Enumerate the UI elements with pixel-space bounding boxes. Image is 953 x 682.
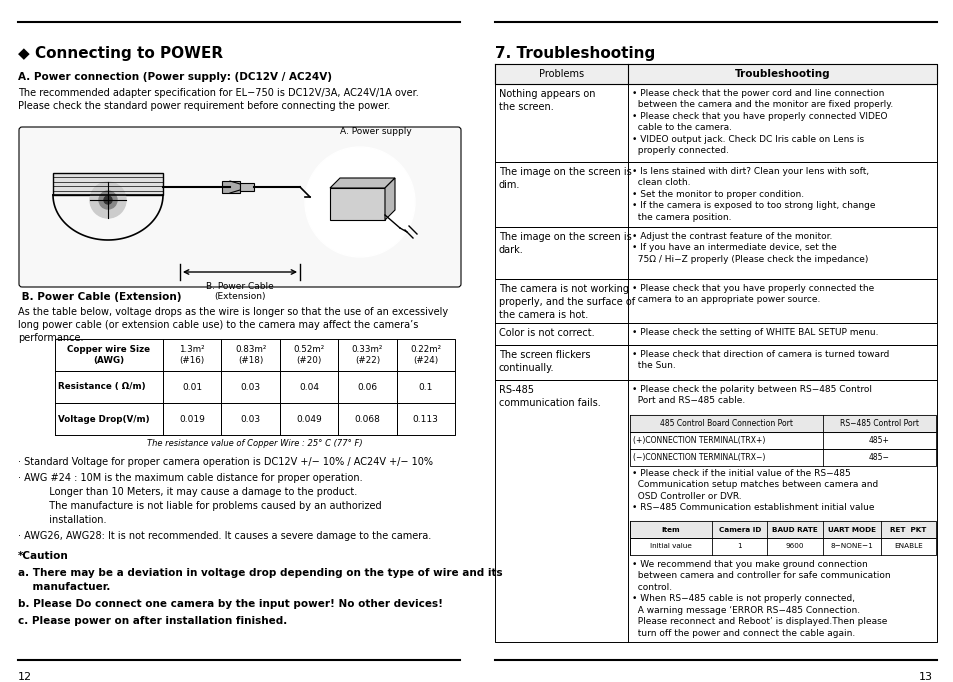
Text: The camera is not working
properly, and the surface of
the camera is hot.: The camera is not working properly, and … [498, 284, 635, 320]
Text: Camera ID: Camera ID [718, 527, 760, 533]
Text: • Please check that you have properly connected the
  camera to an appropriate p: • Please check that you have properly co… [631, 284, 873, 304]
Text: 0.22m²
(#24): 0.22m² (#24) [410, 345, 441, 365]
Polygon shape [385, 178, 395, 220]
Text: (+)CONNECTION TERMINAL(TRX+): (+)CONNECTION TERMINAL(TRX+) [632, 436, 764, 445]
Text: (−)CONNECTION TERMINAL(TRX−): (−)CONNECTION TERMINAL(TRX−) [632, 453, 764, 462]
Text: Nothing appears on
the screen.: Nothing appears on the screen. [498, 89, 595, 112]
Text: The image on the screen is
dim.: The image on the screen is dim. [498, 167, 631, 190]
Text: Problems: Problems [538, 69, 583, 79]
Text: • Please check the setting of WHITE BAL SETUP menu.: • Please check the setting of WHITE BAL … [631, 328, 877, 337]
Text: 7. Troubleshooting: 7. Troubleshooting [495, 46, 655, 61]
Text: • Please check that direction of camera is turned toward
  the Sun.: • Please check that direction of camera … [631, 350, 888, 370]
Text: 485−: 485− [868, 453, 889, 462]
Text: As the table below, voltage drops as the wire is longer so that the use of an ex: As the table below, voltage drops as the… [18, 307, 448, 344]
Text: 0.01: 0.01 [182, 383, 202, 391]
Text: 0.04: 0.04 [298, 383, 318, 391]
Text: 0.019: 0.019 [179, 415, 205, 424]
Text: UART MODE: UART MODE [827, 527, 875, 533]
Text: 0.113: 0.113 [413, 415, 438, 424]
Text: ◆ Connecting to POWER: ◆ Connecting to POWER [18, 46, 223, 61]
FancyBboxPatch shape [19, 127, 460, 287]
Text: The screen flickers
continually.: The screen flickers continually. [498, 350, 590, 373]
Text: 0.049: 0.049 [295, 415, 321, 424]
Text: 485+: 485+ [868, 436, 889, 445]
Text: RS−485 Control Port: RS−485 Control Port [839, 419, 918, 428]
Text: The manufacture is not liable for problems caused by an authorized: The manufacture is not liable for proble… [18, 501, 381, 511]
Text: • We recommend that you make ground connection
  between camera and controller f: • We recommend that you make ground conn… [631, 560, 889, 638]
Text: 9600: 9600 [785, 544, 803, 550]
Text: B. Power Cable (Extension): B. Power Cable (Extension) [18, 292, 181, 302]
Text: 13: 13 [918, 672, 932, 682]
Text: 0.03: 0.03 [240, 383, 260, 391]
Text: a. There may be a deviation in voltage drop depending on the type of wire and it: a. There may be a deviation in voltage d… [18, 568, 502, 578]
Text: 0.1: 0.1 [418, 383, 433, 391]
Text: • Please check the polarity between RS−485 Control
  Port and RS−485 cable.: • Please check the polarity between RS−4… [631, 385, 871, 406]
Text: 0.068: 0.068 [355, 415, 380, 424]
Circle shape [305, 147, 415, 257]
Text: RET  PKT: RET PKT [889, 527, 925, 533]
Text: 0.33m²
(#22): 0.33m² (#22) [352, 345, 383, 365]
Text: BAUD RATE: BAUD RATE [771, 527, 817, 533]
Text: The image on the screen is
dark.: The image on the screen is dark. [498, 232, 631, 255]
Text: 12: 12 [18, 672, 32, 682]
Text: 485 Control Board Connection Port: 485 Control Board Connection Port [659, 419, 792, 428]
Text: • Is lens stained with dirt? Clean your lens with soft,
  clean cloth.
• Set the: • Is lens stained with dirt? Clean your … [631, 167, 874, 222]
Text: A. Power supply: A. Power supply [339, 127, 412, 136]
Text: • Please check if the initial value of the RS−485
  Communication setup matches : • Please check if the initial value of t… [631, 469, 877, 512]
Text: 8−NONE−1: 8−NONE−1 [829, 544, 872, 550]
Text: b. Please Do connect one camera by the input power! No other devices!: b. Please Do connect one camera by the i… [18, 599, 442, 609]
Text: The resistance value of Copper Wire : 25° C (77° F): The resistance value of Copper Wire : 25… [147, 439, 362, 448]
Text: Copper wire Size
(AWG): Copper wire Size (AWG) [68, 345, 151, 365]
Text: Initial value: Initial value [649, 544, 691, 550]
Text: Voltage Drop(V/m): Voltage Drop(V/m) [58, 415, 150, 424]
Circle shape [99, 191, 117, 209]
Polygon shape [330, 178, 395, 188]
Text: 1.3m²
(#16): 1.3m² (#16) [179, 345, 205, 365]
Bar [240, 183, 253, 191]
Circle shape [104, 196, 112, 204]
Text: · AWG #24 : 10M is the maximum cable distance for proper operation.: · AWG #24 : 10M is the maximum cable dis… [18, 473, 362, 483]
Text: · AWG26, AWG28: It is not recommended. It causes a severe damage to the camera.: · AWG26, AWG28: It is not recommended. I… [18, 531, 431, 541]
Text: A. Power connection (Power supply: (DC12V / AC24V): A. Power connection (Power supply: (DC12… [18, 72, 332, 82]
Text: Resistance ( Ω/m): Resistance ( Ω/m) [58, 383, 146, 391]
Text: Color is not correct.: Color is not correct. [498, 328, 594, 338]
Text: ENABLE: ENABLE [893, 544, 922, 550]
Bar [330, 188, 385, 220]
Text: 0.52m²
(#20): 0.52m² (#20) [294, 345, 324, 365]
Text: The recommended adapter specification for EL−750 is DC12V/3A, AC24V/1A over.
Ple: The recommended adapter specification fo… [18, 88, 418, 111]
Text: Item: Item [661, 527, 679, 533]
Circle shape [90, 182, 126, 218]
Text: • Please check that the power cord and line connection
  between the camera and : • Please check that the power cord and l… [631, 89, 892, 155]
Text: 1: 1 [737, 544, 741, 550]
Text: installation.: installation. [18, 515, 107, 525]
Text: B. Power Cable
(Extension): B. Power Cable (Extension) [206, 282, 274, 301]
Text: 0.06: 0.06 [357, 383, 377, 391]
Bar [222, 181, 240, 193]
Text: *Caution: *Caution [18, 551, 69, 561]
Text: Longer than 10 Meters, it may cause a damage to the product.: Longer than 10 Meters, it may cause a da… [18, 487, 356, 497]
Bar [53, 173, 163, 195]
Text: 0.83m²
(#18): 0.83m² (#18) [234, 345, 266, 365]
Text: RS-485
communication fails.: RS-485 communication fails. [498, 385, 600, 408]
Text: • Adjust the contrast feature of the monitor.
• If you have an intermediate devi: • Adjust the contrast feature of the mon… [631, 232, 867, 264]
Text: · Standard Voltage for proper camera operation is DC12V +/− 10% / AC24V +/− 10%: · Standard Voltage for proper camera ope… [18, 457, 433, 467]
Text: c. Please power on after installation finished.: c. Please power on after installation fi… [18, 616, 287, 626]
Text: 0.03: 0.03 [240, 415, 260, 424]
Text: manufactuer.: manufactuer. [18, 582, 111, 592]
Text: Troubleshooting: Troubleshooting [734, 69, 829, 79]
